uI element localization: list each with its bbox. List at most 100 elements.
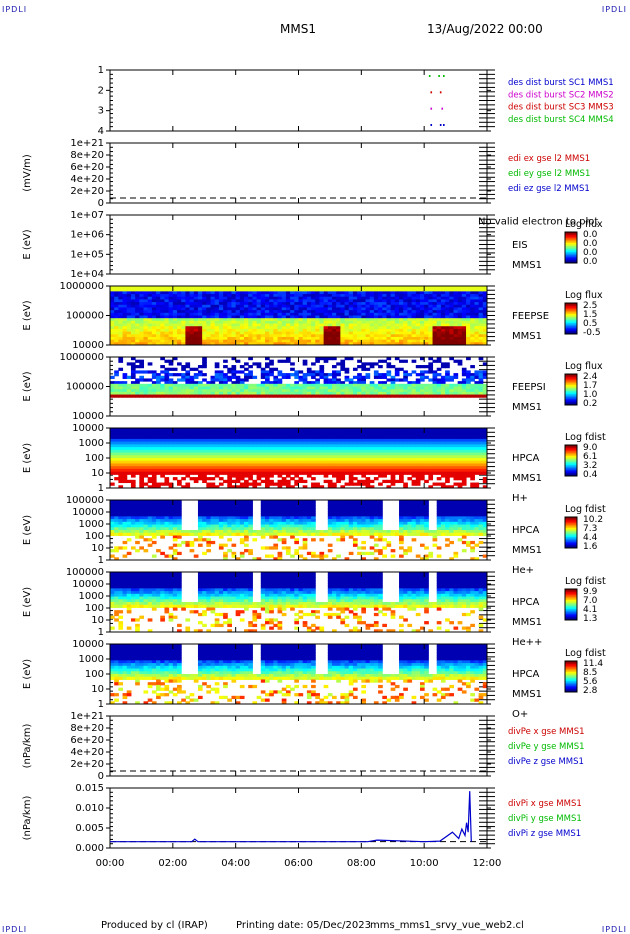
heatmap-cell	[185, 381, 191, 385]
heatmap-cell	[369, 323, 375, 327]
heatmap-cell	[294, 455, 299, 459]
heatmap-cell	[202, 318, 207, 322]
heatmap-cell	[156, 389, 161, 393]
heatmap-cell	[231, 474, 237, 478]
heatmap-cell	[193, 389, 199, 393]
heatmap-cell	[177, 471, 182, 475]
heatmap-cell	[252, 323, 258, 327]
heatmap-cell	[361, 430, 367, 434]
heatmap-cell	[135, 389, 140, 393]
heatmap-cell	[264, 299, 270, 303]
heatmap-cell	[210, 441, 216, 445]
heatmap-cell	[244, 428, 249, 432]
heatmap-cell	[432, 466, 438, 470]
heatmap-cell	[348, 302, 354, 306]
heatmap-cell	[378, 458, 383, 462]
heatmap-cell	[369, 383, 375, 387]
heatmap-cell	[160, 318, 165, 322]
heatmap-cell	[227, 334, 232, 338]
heatmap-cell	[294, 326, 299, 330]
heatmap-cell	[244, 389, 249, 393]
heatmap-cell	[415, 323, 421, 327]
heatmap-cell	[382, 318, 387, 322]
heatmap-cell	[399, 394, 404, 398]
heatmap-cell	[361, 375, 367, 379]
panel-hpca_h	[106, 427, 578, 489]
heatmap-cell	[352, 331, 358, 335]
panel-frame	[109, 142, 488, 204]
heatmap-cell	[122, 433, 128, 437]
heatmap-cell	[264, 447, 270, 451]
heatmap-cell	[357, 447, 362, 451]
instrument-label: FEEPSI	[512, 382, 546, 393]
heatmap-cell	[269, 389, 274, 393]
heatmap-cell	[260, 331, 266, 335]
heatmap-cell	[256, 460, 262, 464]
heatmap-cell	[306, 444, 312, 448]
heatmap-cell	[445, 291, 450, 295]
heatmap-cell	[130, 463, 136, 467]
heatmap-cell	[390, 294, 396, 298]
burst-point	[443, 124, 445, 126]
heatmap-cell	[264, 471, 270, 475]
heatmap-cell	[315, 394, 320, 398]
heatmap-cell	[151, 436, 157, 440]
heatmap-cell	[164, 310, 170, 314]
heatmap-cell	[482, 294, 488, 298]
heatmap-cell	[269, 296, 274, 300]
heatmap-cell	[168, 359, 174, 363]
heatmap-cell	[223, 326, 228, 330]
heatmap-cell	[126, 328, 132, 333]
heatmap-cell	[415, 449, 421, 454]
heatmap-cell	[449, 323, 454, 327]
heatmap-cell	[135, 433, 140, 437]
heatmap-cell	[260, 428, 266, 432]
heatmap-cell	[202, 466, 207, 470]
heatmap-cell	[336, 428, 341, 432]
heatmap-cell	[244, 310, 249, 314]
heatmap-cell	[382, 447, 387, 451]
heatmap-cell	[323, 357, 329, 361]
heatmap-cell	[428, 430, 434, 434]
heatmap-cell	[461, 373, 467, 377]
y-tick-label: 8e+20	[70, 150, 104, 161]
heatmap-cell	[302, 288, 308, 292]
heatmap-cell	[147, 444, 153, 448]
heatmap-cell	[457, 430, 463, 434]
heatmap-cell	[306, 302, 312, 306]
heatmap-cell	[248, 471, 253, 475]
heatmap-cell	[466, 378, 471, 382]
heatmap-cell	[352, 460, 358, 464]
heatmap-cell	[466, 331, 471, 335]
heatmap-cell	[218, 373, 224, 377]
heatmap-cell	[332, 336, 337, 341]
heatmap-cell	[118, 339, 124, 343]
heatmap-cell	[419, 438, 425, 443]
heatmap-cell	[281, 428, 287, 432]
heatmap-cell	[415, 378, 421, 382]
heatmap-cell	[315, 294, 320, 298]
heatmap-cell	[256, 452, 262, 456]
heatmap-cell	[306, 441, 312, 445]
heatmap-cell	[231, 367, 237, 371]
heatmap-cell	[365, 485, 371, 489]
heatmap-cell	[126, 310, 132, 314]
heatmap-cell	[160, 458, 165, 462]
heatmap-cell	[428, 318, 434, 322]
heatmap-cell	[302, 294, 308, 298]
heatmap-cell	[315, 315, 320, 319]
heatmap-cell	[273, 447, 279, 451]
heatmap-cell	[164, 339, 170, 343]
heatmap-cell	[348, 286, 354, 290]
heatmap-cell	[453, 460, 459, 464]
heatmap-cell	[269, 312, 274, 316]
heatmap-cell	[428, 323, 434, 327]
heatmap-cell	[323, 383, 329, 387]
heatmap-cell	[151, 391, 157, 396]
heatmap-cell	[419, 312, 425, 316]
heatmap-cell	[302, 383, 308, 387]
heatmap-cell	[399, 342, 404, 346]
heatmap-cell	[143, 342, 149, 346]
heatmap-cell	[281, 482, 287, 486]
heatmap-cell	[306, 334, 312, 338]
